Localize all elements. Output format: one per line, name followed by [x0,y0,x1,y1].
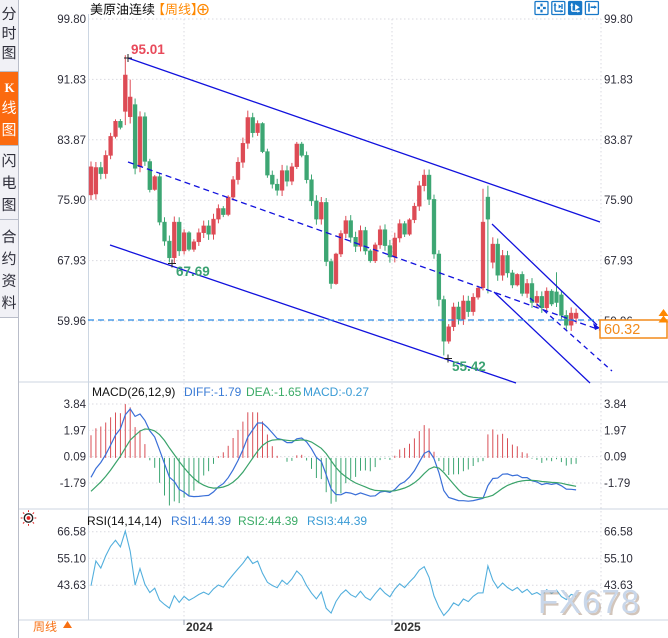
svg-text:MACD:-0.27: MACD:-0.27 [303,385,369,399]
svg-text:43.63: 43.63 [604,580,633,592]
svg-text:99.80: 99.80 [604,14,633,26]
svg-text:3.84: 3.84 [64,399,87,411]
svg-text:99.80: 99.80 [57,14,86,26]
svg-text:RSI3:44.39: RSI3:44.39 [307,514,367,528]
svg-text:K: K [5,80,16,95]
svg-text:MACD(26,12,9): MACD(26,12,9) [92,385,175,399]
svg-text:95.01: 95.01 [131,42,165,57]
svg-text:FX678: FX678 [540,585,642,622]
svg-text:55.10: 55.10 [57,553,86,565]
svg-text:83.87: 83.87 [604,135,633,147]
svg-text:-1.79: -1.79 [60,478,86,490]
svg-text:91.83: 91.83 [604,74,633,86]
svg-text:0.09: 0.09 [64,452,86,464]
svg-text:75.90: 75.90 [57,195,86,207]
svg-text:67.93: 67.93 [604,256,633,268]
svg-text:-1.79: -1.79 [604,478,630,490]
svg-text:RSI2:44.39: RSI2:44.39 [238,514,298,528]
svg-text:FX678: FX678 [538,583,640,620]
svg-text:55.42: 55.42 [452,359,486,374]
svg-text:DEA:-1.65: DEA:-1.65 [246,385,302,399]
svg-text:0.09: 0.09 [604,452,626,464]
svg-text:60.32: 60.32 [604,322,640,338]
svg-text:RSI(14,14,14): RSI(14,14,14) [87,514,162,528]
svg-text:RSI1:44.39: RSI1:44.39 [171,514,231,528]
svg-text:43.63: 43.63 [57,580,86,592]
svg-text:67.93: 67.93 [57,256,86,268]
svg-text:66.58: 66.58 [604,527,633,539]
svg-text:55.10: 55.10 [604,553,633,565]
svg-text:1.97: 1.97 [604,425,626,437]
svg-text:2025: 2025 [394,620,421,634]
svg-text:1.97: 1.97 [64,425,86,437]
svg-text:75.90: 75.90 [604,195,633,207]
svg-text:59.96: 59.96 [57,316,86,328]
svg-text:66.58: 66.58 [57,527,86,539]
svg-text:DIFF:-1.79: DIFF:-1.79 [184,385,242,399]
svg-text:3.84: 3.84 [604,399,627,411]
svg-text:2024: 2024 [186,620,213,634]
svg-text:83.87: 83.87 [57,135,86,147]
svg-text:91.83: 91.83 [57,74,86,86]
svg-text:67.69: 67.69 [176,264,210,279]
